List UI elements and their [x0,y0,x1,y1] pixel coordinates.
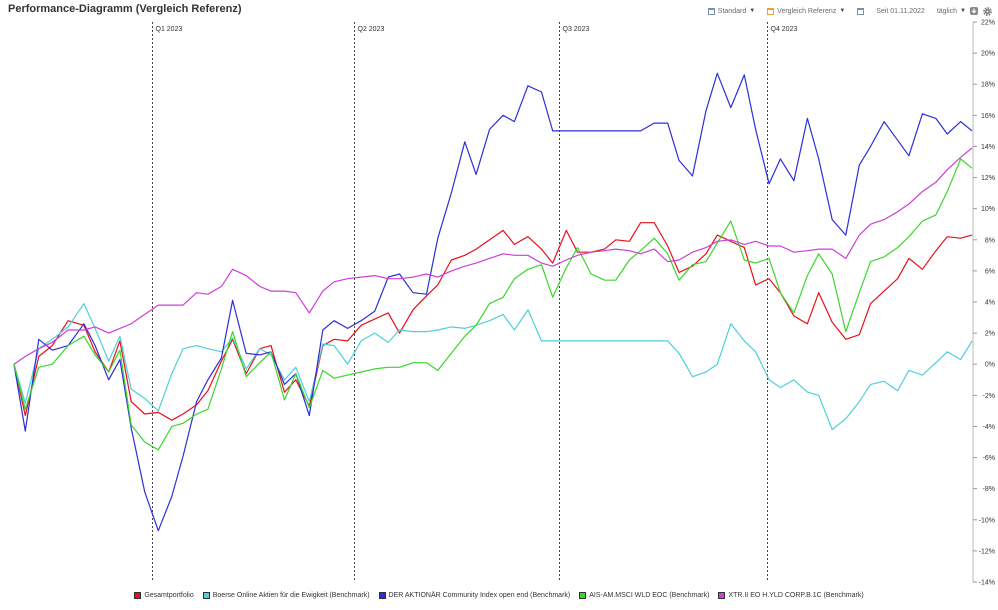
gear-icon[interactable] [982,6,992,16]
chart-title: Performance-Diagramm (Vergleich Referenz… [8,3,242,15]
legend-swatch [579,592,587,599]
y-tick-label: -8% [983,486,995,493]
quarter-label: Q3 2023 [563,26,590,33]
y-tick-label: 0% [985,362,995,369]
quarter-label: Q4 2023 [771,26,798,33]
calendar-icon [767,7,775,15]
y-tick-label: -12% [979,548,995,555]
legend-label: Gesamtportfolio [144,592,194,599]
quarter-label: Q1 2023 [156,26,183,33]
y-tick-label: 18% [981,82,995,89]
legend-item[interactable]: Boerse Online Aktien für die Ewigkeit (B… [202,592,370,599]
y-tick-label: 12% [981,175,995,182]
legend-item[interactable]: AIS-AM.MSCI WLD EOC (Benchmark) [579,592,709,599]
since-date-selector[interactable]: Seit 01.11.2022 [876,8,925,15]
legend-item[interactable]: XTR.II EO H.YLD CORP.B.1C (Benchmark) [718,592,864,599]
legend-item[interactable]: Gesamtportfolio [134,592,194,599]
y-tick-label: 10% [981,206,995,213]
series-line [13,222,973,421]
legend-label: XTR.II EO H.YLD CORP.B.1C (Benchmark) [728,592,864,599]
chevron-down-icon: ▼ [839,8,846,14]
compare-label: Vergleich Referenz [777,7,837,15]
y-tick-label: 4% [985,300,995,307]
legend-swatch [202,592,210,599]
series-line [13,147,973,365]
chart-legend: Gesamtportfolio Boerse Online Aktien für … [0,592,998,599]
legend-label: AIS-AM.MSCI WLD EOC (Benchmark) [589,592,710,599]
standard-label: Standard [717,7,747,15]
y-tick-label: -2% [983,393,995,400]
y-tick-label: 2% [985,331,995,338]
y-tick-label: 20% [981,51,995,58]
quarter-label: Q2 2023 [358,26,385,33]
y-tick-label: 16% [981,113,995,120]
since-label: Seit 01.11.2022 [876,7,925,15]
y-tick-label: 6% [985,268,995,275]
y-tick-label: -14% [979,580,995,587]
series-line [13,158,973,451]
chevron-down-icon: ▼ [960,8,966,14]
calendar-icon [707,7,715,15]
compare-dropdown[interactable]: Vergleich Referenz ▼ [767,7,846,15]
interval-label: täglich [936,7,958,15]
y-tick-label: 14% [981,144,995,151]
y-tick-label: -4% [983,424,995,431]
calendar-icon[interactable] [857,7,865,15]
y-tick-label: 22% [981,20,995,27]
download-icon[interactable] [969,6,979,16]
series-line [13,303,973,431]
chevron-down-icon: ▼ [749,8,756,14]
interval-dropdown[interactable]: täglich ▼ [937,8,966,15]
legend-swatch [134,592,142,599]
y-tick-label: 8% [985,237,995,244]
series-line [13,72,973,532]
legend-item[interactable]: DER AKTIONÄR Community Index open end (B… [378,592,571,599]
chart-toolbar: Standard ▼ Vergleich Referenz ▼ Seit 01.… [707,4,992,18]
y-tick-label: -6% [983,455,995,462]
legend-swatch [718,592,726,599]
y-tick-label: -10% [979,517,995,524]
standard-dropdown[interactable]: Standard ▼ [707,7,756,15]
legend-label: Boerse Online Aktien für die Ewigkeit (B… [212,592,370,599]
legend-swatch [378,592,386,599]
legend-label: DER AKTIONÄR Community Index open end (B… [388,592,571,599]
